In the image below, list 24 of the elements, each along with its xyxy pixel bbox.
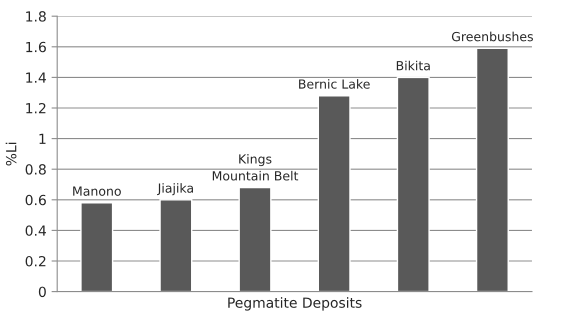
x-tick-label: Bernic Lake: [299, 79, 370, 89]
x-axis-title: Pegmatite Deposits: [228, 297, 362, 311]
x-tick-label: Bikita: [396, 60, 430, 70]
x-tick-label: Kings Mountain Belt: [212, 154, 298, 181]
y-tick-label: 0.2: [26, 256, 46, 266]
y-tick-label: 1: [39, 134, 46, 144]
x-tick-label: Jiajika: [157, 183, 193, 196]
y-tick-label: 0.4: [26, 225, 46, 236]
bar: [318, 95, 351, 292]
bar: [159, 199, 192, 292]
y-tick-label: 0.8: [26, 164, 46, 175]
y-tick-label: 1.6: [26, 42, 46, 52]
x-tick-label: Greenbushes: [452, 32, 533, 42]
y-tick-label: 0: [38, 286, 46, 298]
x-tick-label: Manono: [73, 186, 121, 196]
y-tick-label: 1.2: [26, 102, 46, 114]
y-tick-label: 1.8: [26, 11, 46, 22]
y-axis-title: %Li: [6, 142, 16, 166]
bar: [396, 76, 430, 292]
bar: [80, 202, 114, 292]
bar: [238, 186, 272, 292]
y-tick-label: 0.6: [26, 194, 46, 206]
bar: [476, 48, 509, 292]
y-tick-label: 1.4: [26, 72, 46, 83]
